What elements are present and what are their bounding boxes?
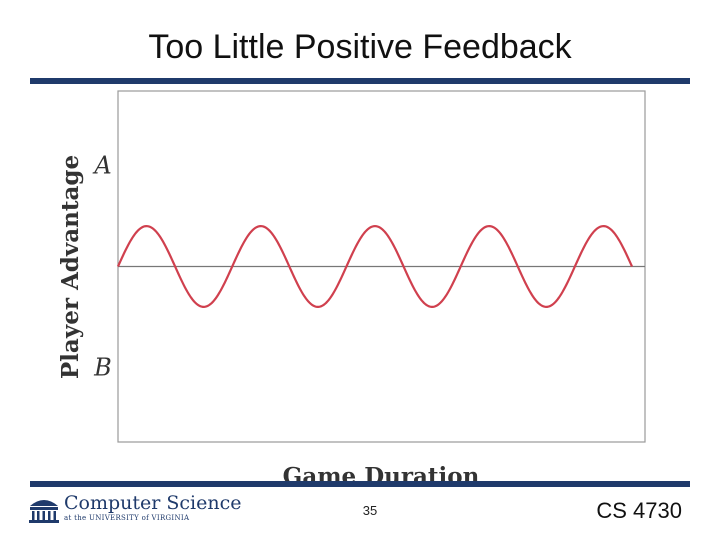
title-divider <box>30 78 690 84</box>
course-code: CS 4730 <box>596 498 682 523</box>
slide-title: Too Little Positive Feedback <box>148 28 572 66</box>
footer-divider <box>30 481 690 487</box>
page-number: 35 <box>362 503 378 518</box>
y-axis-label: Player Advantage <box>57 155 84 379</box>
advantage-curve <box>116 224 634 308</box>
logo-name: Computer Science <box>64 492 242 514</box>
y-tick-label-a: A <box>92 152 111 180</box>
rotunda-icon <box>29 500 59 523</box>
logo-subtitle: at the UNIVERSITY of VIRGINIA <box>64 514 190 522</box>
line-chart: A B Player Advantage Game Duration <box>57 90 646 490</box>
y-tick-label-b: B <box>93 354 112 382</box>
computer-science-logo: Computer Science at the UNIVERSITY of VI… <box>28 492 242 526</box>
